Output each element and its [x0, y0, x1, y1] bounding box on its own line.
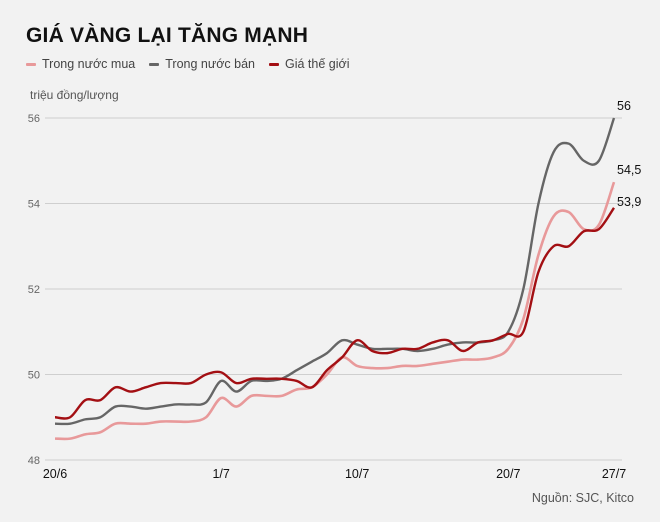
legend-item-sell: Trong nước bán: [149, 57, 255, 71]
series-line-2: [54, 207, 615, 420]
y-tick-label: 48: [28, 455, 40, 467]
x-tick-label: 10/7: [345, 467, 369, 481]
chart-title: GIÁ VÀNG LẠI TĂNG MẠNH: [26, 24, 309, 47]
legend-item-world: Giá thế giới: [269, 57, 349, 71]
legend-swatch: [149, 62, 160, 66]
legend-swatch: [26, 62, 36, 66]
end-value-label: 56: [617, 99, 631, 113]
y-tick-label: 54: [28, 199, 40, 211]
legend: Trong nước mua Trong nước bán Giá thế gi…: [26, 57, 349, 71]
end-value-label: 54,5: [617, 163, 641, 177]
legend-label: Trong nước mua: [42, 57, 136, 71]
y-axis-label: triệu đồng/lượng: [30, 88, 119, 102]
y-tick-label: 52: [28, 284, 40, 296]
legend-item-buy: Trong nước mua: [26, 57, 135, 71]
source-note: Nguồn: SJC, Kitco: [531, 491, 634, 505]
x-tick-label: 20/6: [43, 467, 67, 481]
legend-label: Giá thế giới: [285, 57, 350, 71]
legend-label: Trong nước bán: [165, 57, 255, 71]
x-tick-label: 1/7: [212, 467, 229, 481]
x-tick-label: 20/7: [496, 467, 520, 481]
legend-swatch: [269, 62, 279, 66]
y-tick-label: 50: [28, 370, 40, 382]
series-line-1: [54, 117, 616, 426]
x-tick-label: 27/7: [602, 467, 626, 481]
y-tick-label: 56: [28, 113, 40, 125]
end-value-label: 53,9: [617, 195, 641, 209]
